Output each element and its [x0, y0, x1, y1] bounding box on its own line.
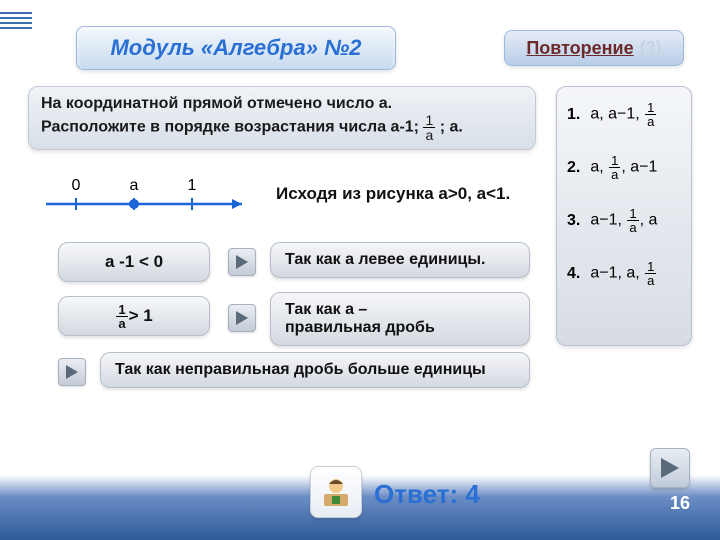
- module-title-box: Модуль «Алгебра» №2: [76, 26, 396, 70]
- step2-arrow-button[interactable]: [228, 304, 256, 332]
- step2-explanation: Так как а –правильная дробь: [270, 292, 530, 346]
- condition-text: Исходя из рисунка a>0, a<1.: [276, 184, 510, 204]
- module-title: Модуль «Алгебра» №2: [110, 35, 361, 61]
- repeat-label: Повторение: [526, 38, 633, 59]
- svg-text:0: 0: [72, 177, 81, 194]
- svg-text:1: 1: [188, 177, 197, 194]
- final-explanation: Так как неправильная дробь больше единиц…: [100, 352, 530, 388]
- repeat-count: (3): [640, 38, 662, 59]
- decorative-stripes: [0, 12, 32, 30]
- step1-explanation: Так как а левее единицы.: [270, 242, 530, 278]
- problem-line1: На координатной прямой отмечено число a.: [41, 95, 523, 113]
- problem-line2: Расположите в порядке возрастания числа …: [41, 113, 523, 142]
- svg-text:a: a: [130, 177, 139, 194]
- repeat-tab[interactable]: Повторение (3): [504, 30, 684, 66]
- answer-label: Ответ: 4: [374, 479, 480, 510]
- step1-arrow-button[interactable]: [228, 248, 256, 276]
- next-slide-button[interactable]: [650, 448, 690, 488]
- answers-panel: 1.a, a−1, 1a 2.a, 1a, a−1 3.a−1, 1a, a 4.a−…: [556, 86, 692, 346]
- answer-option[interactable]: 1.a, a−1, 1a: [567, 101, 681, 128]
- step2-left: 1 a > 1: [58, 296, 210, 336]
- answer-option[interactable]: 3.a−1, 1a, a: [567, 207, 681, 234]
- number-line: 0 a 1: [36, 172, 256, 222]
- answer-option[interactable]: 2.a, 1a, a−1: [567, 154, 681, 181]
- student-avatar: [310, 466, 362, 518]
- fraction-one-over-a: 1 a: [116, 303, 127, 330]
- answer-option[interactable]: 4.a−1, a, 1a: [567, 260, 681, 287]
- step1-left: a -1 < 0: [58, 242, 210, 282]
- final-arrow-button[interactable]: [58, 358, 86, 386]
- page-number: 16: [670, 493, 690, 514]
- problem-statement: На координатной прямой отмечено число a.…: [28, 86, 536, 150]
- fraction-one-over-a: 1 a: [423, 113, 435, 142]
